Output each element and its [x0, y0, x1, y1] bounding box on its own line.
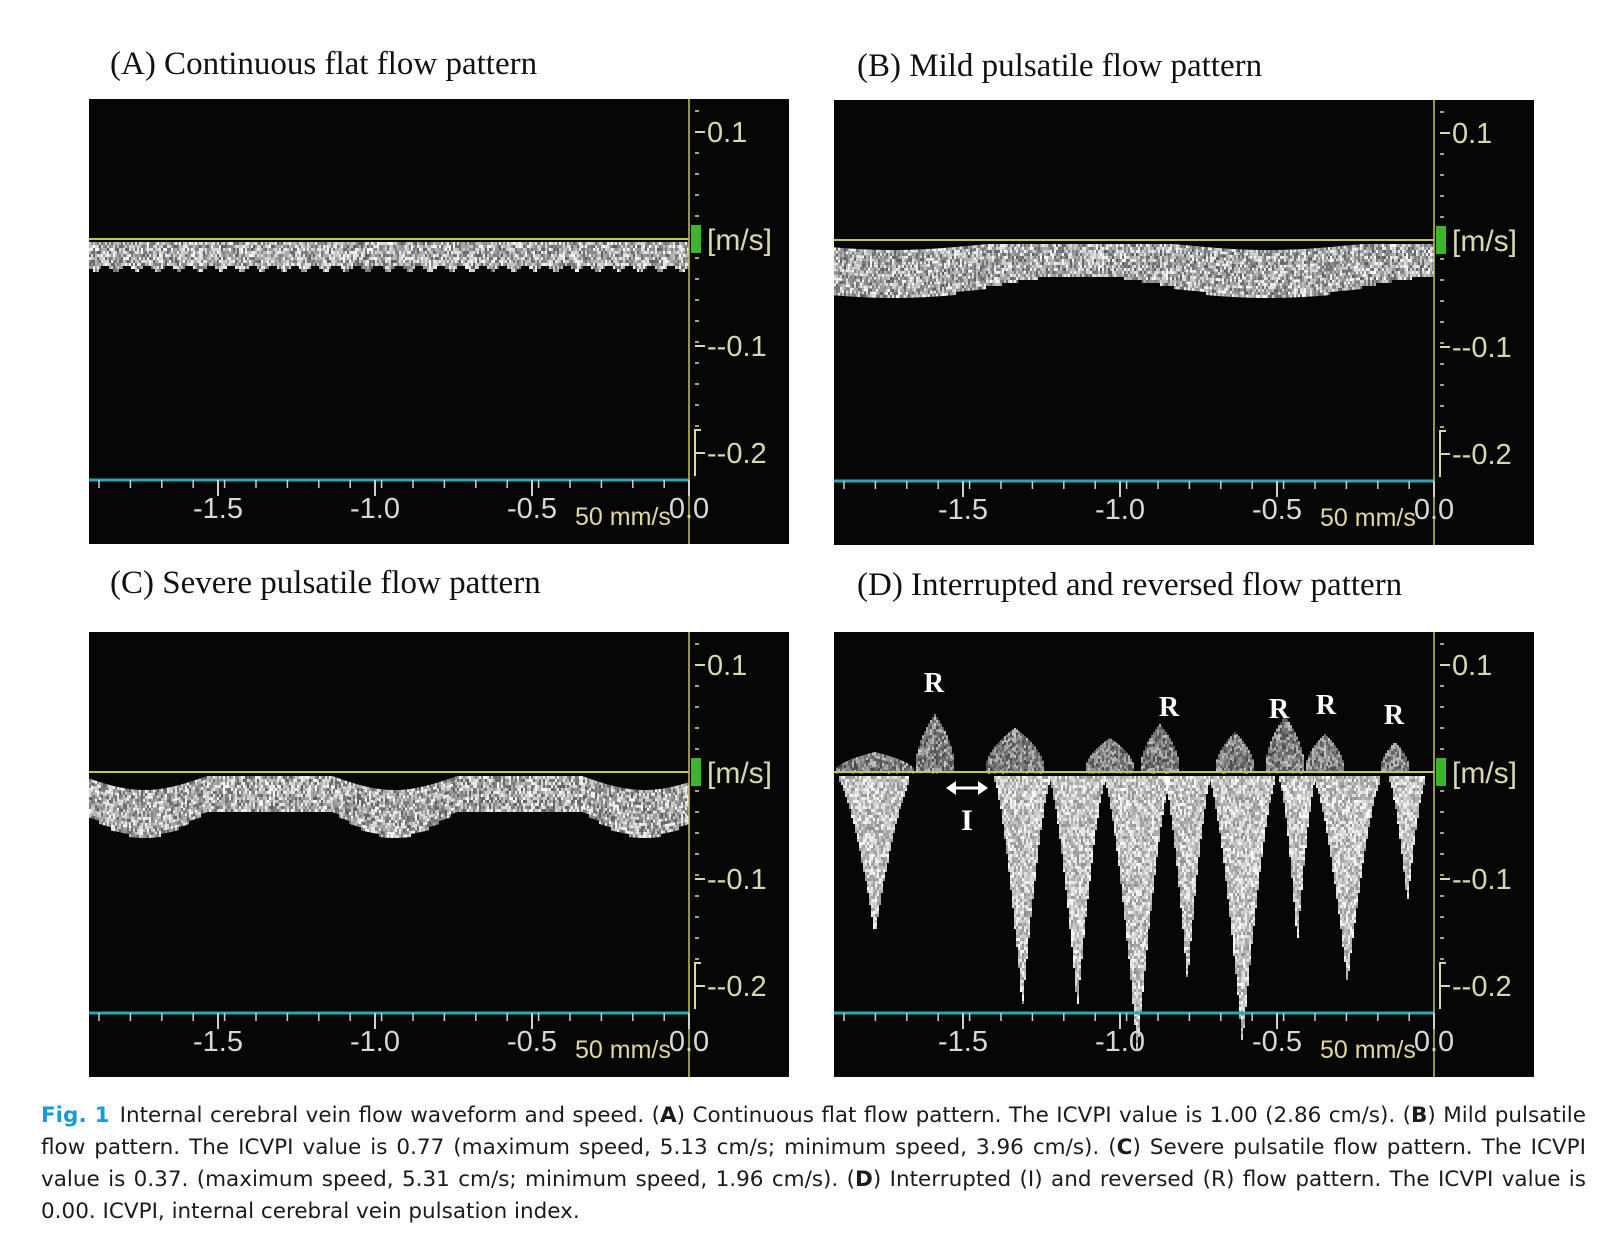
unit-marker	[691, 225, 701, 253]
panel-b-title: (B) Mild pulsatile flow pattern	[857, 48, 1262, 85]
spectral-band	[89, 776, 689, 838]
caption-fragment: Internal cerebral vein flow waveform and…	[120, 1103, 660, 1128]
y-tick-label: --0.2	[707, 438, 767, 470]
y-unit-label: [m/s]	[707, 757, 772, 790]
caption-text: Internal cerebral vein flow waveform and…	[41, 1103, 1586, 1224]
x-tick-label: 0.0	[1414, 494, 1454, 526]
spectral-band	[834, 244, 1434, 298]
x-tick-label: -0.5	[1252, 1026, 1302, 1058]
y-unit-label: [m/s]	[1452, 225, 1517, 258]
reversed-flow-label: R	[1384, 700, 1405, 731]
x-tick-label: -1.0	[350, 493, 400, 525]
reversed-flow-label: R	[1269, 694, 1290, 725]
doppler-panel-d: [m/s] 0.1 --0.1 --0.2 -1.5 -1.0 -0.5 0.0 50 mm/s…	[834, 632, 1534, 1077]
y-tick-label: --0.1	[1452, 864, 1512, 896]
x-tick-label: 0.0	[669, 1026, 709, 1058]
interrupted-flow-label: I	[961, 804, 973, 837]
y-tick-label: --0.2	[1452, 971, 1512, 1003]
caption-fragment: ) Continuous flat flow pattern. The ICVP…	[677, 1103, 1411, 1128]
panel-c-title: (C) Severe pulsatile flow pattern	[110, 565, 541, 602]
sweep-speed-label: 50 mm/s	[575, 1036, 671, 1064]
x-tick-label: 0.0	[1414, 1026, 1454, 1058]
y-tick-label: --0.1	[1452, 332, 1512, 364]
y-tick-label: --0.2	[1452, 439, 1512, 471]
arrow-head-left	[946, 781, 956, 795]
caption-panel-letter: C	[1117, 1135, 1133, 1160]
x-tick-label: -1.0	[1095, 494, 1145, 526]
unit-marker	[1436, 226, 1446, 254]
x-tick-label: -1.0	[1095, 1026, 1145, 1058]
y-tick-label: --0.1	[707, 331, 767, 363]
caption-panel-letter: A	[660, 1103, 677, 1128]
x-tick-label: -1.5	[938, 1026, 988, 1058]
sweep-speed-label: 50 mm/s	[1320, 504, 1416, 532]
doppler-panel-a: [m/s] 0.1 --0.1 --0.2 -1.5 -1.0 -0.5 0.0 50 mm/s	[89, 99, 789, 544]
y-unit-label: [m/s]	[707, 224, 772, 257]
doppler-spectrum: [m/s] 0.1 --0.1 --0.2 -1.5 -1.0 -0.5 0.050 mm/s	[89, 632, 772, 1077]
y-tick-label: --0.2	[707, 971, 767, 1003]
sweep-speed-label: 50 mm/s	[1320, 1036, 1416, 1064]
figure-caption: Fig. 1 Internal cerebral vein flow wavefo…	[41, 1100, 1586, 1228]
caption-fragment: ) Severe pulsatile flow pattern. The ICV…	[41, 1135, 1586, 1192]
arrow-head-right	[978, 781, 988, 795]
x-tick-label: -0.5	[1252, 494, 1302, 526]
unit-marker	[691, 758, 701, 786]
caption-panel-letter: D	[855, 1167, 873, 1192]
x-tick-label: -0.5	[507, 493, 557, 525]
spectral-band	[836, 714, 1425, 1049]
sweep-speed-label: 50 mm/s	[575, 503, 671, 531]
doppler-spectrum: [m/s] 0.1 --0.1 --0.2 -1.5 -1.0 -0.5 0.050 mm/s	[834, 100, 1517, 545]
axis-bracket	[694, 429, 701, 476]
axis-bracket	[694, 962, 701, 1009]
caption-fragment: ) Mild pulsatile flow pattern. The ICVPI…	[41, 1103, 1586, 1160]
doppler-spectrum: [m/s] 0.1 --0.1 --0.2 -1.5 -1.0 -0.5 0.050 mm/s…	[834, 632, 1517, 1077]
unit-marker	[1436, 758, 1446, 786]
y-tick-label: 0.1	[1452, 650, 1492, 682]
doppler-panel-c: [m/s] 0.1 --0.1 --0.2 -1.5 -1.0 -0.5 0.0 50 mm/s	[89, 632, 789, 1077]
doppler-panel-b: [m/s] 0.1 --0.1 --0.2 -1.5 -1.0 -0.5 0.0 50 mm/s	[834, 100, 1534, 545]
reversed-flow-label: R	[1159, 692, 1180, 723]
x-tick-label: 0.0	[669, 493, 709, 525]
spectral-band	[89, 242, 689, 272]
y-unit-label: [m/s]	[1452, 757, 1517, 790]
caption-panel-letter: B	[1411, 1103, 1427, 1128]
x-tick-label: -1.5	[193, 1026, 243, 1058]
reversed-flow-label: R	[1316, 690, 1337, 721]
x-tick-label: -0.5	[507, 1026, 557, 1058]
axis-bracket	[1439, 430, 1446, 477]
figure-label: Fig. 1	[41, 1103, 110, 1128]
doppler-spectrum: [m/s] 0.1 --0.1 --0.2 -1.5 -1.0 -0.5 0.050 mm/s	[89, 99, 772, 544]
x-tick-label: -1.5	[938, 494, 988, 526]
axis-bracket	[1439, 962, 1446, 1009]
y-tick-label: 0.1	[707, 117, 747, 149]
y-tick-label: 0.1	[1452, 118, 1492, 150]
panel-a-title: (A) Continuous flat flow pattern	[110, 46, 537, 83]
panel-d-title: (D) Interrupted and reversed flow patter…	[857, 567, 1402, 604]
x-tick-label: -1.0	[350, 1026, 400, 1058]
reversed-flow-label: R	[924, 668, 945, 699]
x-tick-label: -1.5	[193, 493, 243, 525]
y-tick-label: --0.1	[707, 864, 767, 896]
caption-fragment: ) Interrupted (I) and reversed (R) flow …	[41, 1167, 1586, 1224]
y-tick-label: 0.1	[707, 650, 747, 682]
